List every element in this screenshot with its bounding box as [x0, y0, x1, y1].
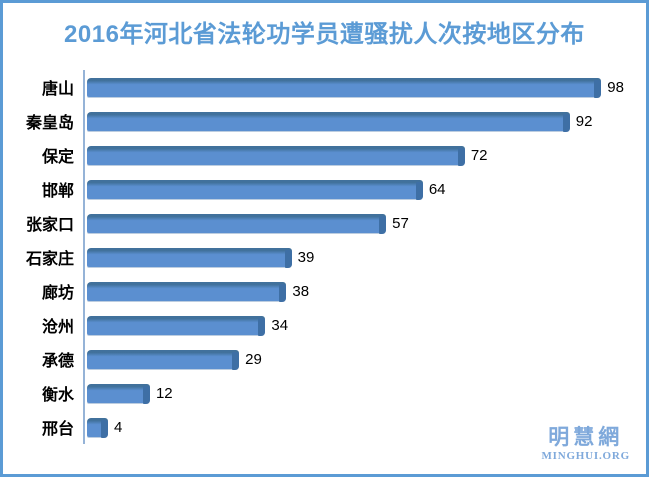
bar	[87, 383, 150, 404]
category-label: 邯郸	[41, 183, 74, 200]
bar-row: 衡水 12	[3, 376, 646, 410]
category-label: 邢台	[41, 421, 74, 438]
bar	[87, 247, 292, 268]
bar	[87, 213, 387, 234]
value-label: 38	[292, 282, 310, 300]
bar-rows: 唐山 98 秦皇岛 92 保定 72 邯郸 64 张家口 57 石家庄 39 廊坊 38 沧州 34 承德 29 衡…	[3, 70, 646, 444]
bar-row: 秦皇岛 92	[3, 104, 646, 138]
category-label: 秦皇岛	[25, 115, 74, 132]
value-label: 57	[392, 214, 409, 232]
bar-row: 保定 72	[3, 138, 646, 172]
bar-track: 38	[83, 274, 638, 308]
bar	[87, 349, 240, 370]
category-label: 衡水	[41, 387, 74, 404]
bar-row: 张家口 57	[3, 206, 646, 240]
bar-track: 4	[83, 410, 638, 444]
category-label: 石家庄	[25, 251, 74, 268]
bar-track: 92	[83, 104, 638, 138]
value-label: 4	[113, 418, 123, 436]
bar	[87, 179, 423, 200]
bar-row: 邯郸 64	[3, 172, 646, 206]
bar-row: 沧州 34	[3, 308, 646, 342]
logo-chinese-text: 明慧網	[548, 424, 624, 449]
bar	[87, 111, 570, 132]
value-label: 64	[428, 180, 446, 198]
value-label: 12	[155, 384, 173, 402]
bar-track: 39	[83, 240, 638, 274]
category-label: 沧州	[41, 319, 74, 336]
category-label: 保定	[41, 149, 74, 166]
value-label: 39	[297, 248, 315, 266]
bar-track: 98	[83, 70, 638, 104]
bar	[87, 77, 602, 98]
bar-track: 72	[83, 138, 638, 172]
bar-track: 57	[83, 206, 638, 240]
value-label: 34	[271, 316, 289, 334]
bar-track: 29	[83, 342, 638, 376]
bar	[87, 315, 266, 336]
bar-row: 廊坊 38	[3, 274, 646, 308]
value-label: 29	[245, 350, 262, 368]
bar-row: 石家庄 39	[3, 240, 646, 274]
minghui-logo: 明慧網 MINGHUI.ORG	[541, 424, 630, 462]
bar-row: 邢台 4	[3, 410, 646, 444]
bar-row: 承德 29	[3, 342, 646, 376]
category-label: 唐山	[41, 81, 74, 98]
category-label: 张家口	[25, 217, 74, 234]
bar	[87, 145, 465, 166]
chart-title: 2016年河北省法轮功学员遭骚扰人次按地区分布	[64, 21, 585, 48]
value-label: 92	[575, 112, 593, 130]
bar-track: 34	[83, 308, 638, 342]
bar-track: 12	[83, 376, 638, 410]
value-label: 72	[470, 146, 488, 164]
value-label: 98	[607, 78, 624, 96]
bar-track: 64	[83, 172, 638, 206]
bar	[87, 417, 108, 438]
bar	[87, 281, 287, 302]
category-label: 廊坊	[41, 285, 74, 302]
category-label: 承德	[41, 353, 74, 370]
bar-row: 唐山 98	[3, 70, 646, 104]
logo-latin-text: MINGHUI.ORG	[541, 450, 630, 462]
